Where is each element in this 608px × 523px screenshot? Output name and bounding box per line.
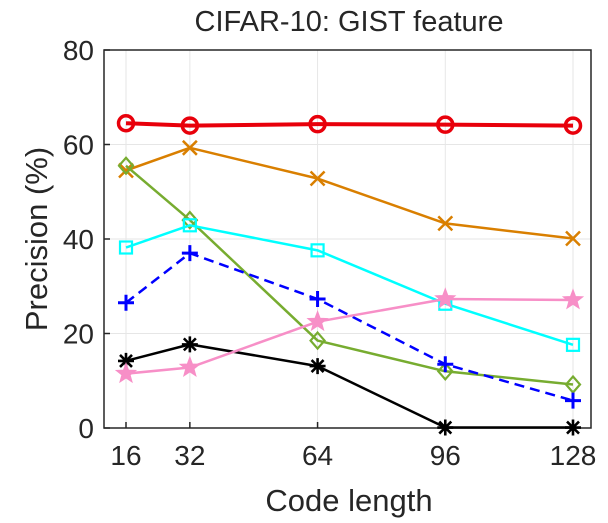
series-2-point bbox=[437, 215, 454, 232]
series-4-point bbox=[310, 243, 325, 258]
series-4-point bbox=[182, 218, 197, 233]
x-tick-label: 64 bbox=[302, 440, 333, 471]
y-axis-label: Precision (%) bbox=[19, 147, 54, 331]
series-3-point bbox=[181, 210, 199, 230]
series-1-line bbox=[125, 121, 574, 128]
series-2-point bbox=[565, 230, 581, 247]
series-3-point bbox=[564, 374, 582, 395]
series-4-line bbox=[125, 224, 574, 347]
series-5-point bbox=[565, 392, 581, 409]
x-tick-label: 16 bbox=[110, 440, 141, 471]
series-1-point bbox=[563, 116, 583, 135]
series-3-point bbox=[117, 156, 135, 176]
chart-title: CIFAR-10: GIST feature bbox=[195, 6, 504, 38]
axis-ticks: 0 20 40 60 80 16 32 64 96 128 bbox=[63, 35, 597, 471]
series-1-point bbox=[436, 115, 455, 134]
series-7-point bbox=[306, 309, 329, 332]
series-4 bbox=[118, 218, 581, 352]
y-tick-label: 20 bbox=[63, 319, 94, 350]
series-6 bbox=[118, 336, 581, 436]
series-7-point bbox=[434, 287, 457, 309]
series-6-point bbox=[181, 336, 198, 353]
series-6-point bbox=[118, 352, 134, 369]
series-3-point bbox=[309, 330, 327, 351]
series-5-point bbox=[118, 294, 134, 311]
series-1-point bbox=[116, 113, 136, 133]
series-1-point bbox=[308, 114, 327, 134]
x-tick-label: 96 bbox=[430, 440, 461, 471]
series-5 bbox=[118, 245, 581, 409]
y-tick-label: 40 bbox=[63, 224, 94, 255]
series-6-point bbox=[565, 419, 581, 436]
x-tick-label: 32 bbox=[174, 440, 205, 471]
series-7 bbox=[114, 287, 585, 384]
series-4-point bbox=[565, 337, 581, 352]
series-2-point bbox=[118, 162, 134, 179]
series-1 bbox=[116, 113, 583, 135]
series-2-point bbox=[181, 139, 198, 156]
series-7-point bbox=[114, 361, 138, 384]
y-tick-label: 0 bbox=[78, 413, 94, 444]
x-axis-label: Code length bbox=[265, 483, 432, 518]
series-2 bbox=[118, 139, 581, 247]
series-4-point bbox=[118, 240, 134, 255]
x-tick-label: 128 bbox=[550, 440, 597, 471]
y-tick-label: 80 bbox=[63, 35, 94, 66]
series-6-point bbox=[437, 419, 454, 436]
series-5-point bbox=[437, 356, 454, 373]
series-7-point bbox=[561, 288, 585, 310]
series-6-point bbox=[309, 358, 326, 375]
series-3-point bbox=[436, 361, 454, 381]
series-1-point bbox=[180, 116, 200, 135]
series-5-point bbox=[309, 291, 326, 308]
series-5-point bbox=[181, 245, 198, 262]
y-tick-label: 60 bbox=[63, 130, 94, 161]
series-layer bbox=[114, 113, 585, 436]
series-2-point bbox=[309, 170, 326, 187]
series-7-point bbox=[178, 355, 201, 377]
